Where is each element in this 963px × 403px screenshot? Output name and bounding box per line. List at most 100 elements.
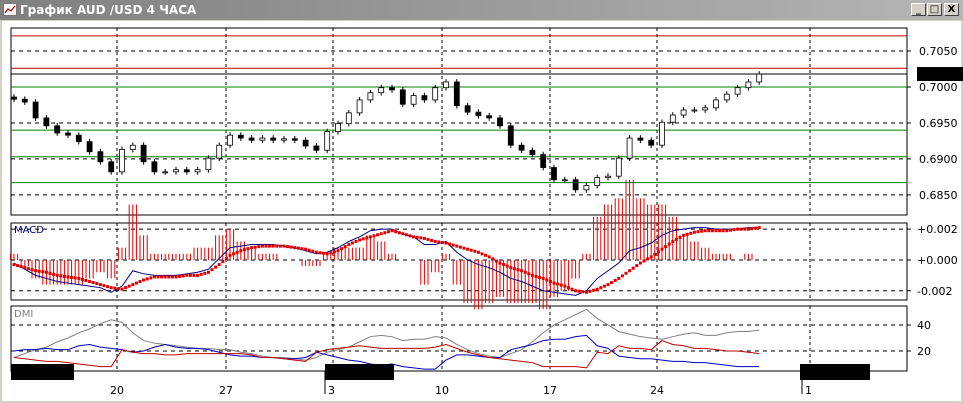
candle-body	[302, 139, 309, 147]
macd-signal-dot	[527, 272, 531, 276]
day-tick-label: 24	[650, 384, 664, 397]
macd-signal-dot	[379, 232, 383, 236]
macd-tick-label: +0.000	[917, 254, 958, 267]
candle-body	[281, 138, 287, 141]
macd-signal-dot	[124, 286, 128, 290]
candle-body	[702, 107, 709, 111]
macd-signal-dot	[570, 287, 574, 291]
macd-signal-dot	[224, 256, 228, 260]
macd-signal-dot	[700, 229, 704, 233]
day-tick-label: 20	[110, 384, 124, 397]
macd-signal-dot	[66, 275, 70, 279]
dmi-frame	[10, 305, 908, 372]
macd-signal-dot	[584, 290, 588, 294]
current-price-badge	[917, 67, 963, 82]
macd-signal-dot	[664, 245, 668, 249]
macd-signal-dot	[638, 261, 642, 265]
macd-signal-dot	[214, 265, 218, 269]
macd-signal-dot	[401, 232, 405, 236]
candle-body	[486, 115, 493, 119]
macd-signal-dot	[689, 231, 693, 235]
macd-signal-dot	[88, 280, 92, 284]
macd-signal-dot	[516, 268, 520, 272]
macd-signal-dot	[34, 269, 38, 273]
candle-body	[32, 101, 39, 119]
macd-label: MACD	[14, 225, 44, 236]
macd-signal-dot	[498, 261, 502, 265]
candle-body	[626, 137, 633, 159]
macd-frame	[10, 222, 908, 301]
macd-signal-dot	[62, 274, 66, 278]
macd-signal-dot	[646, 257, 650, 261]
macd-signal-dot	[473, 249, 477, 253]
macd-signal-dot	[134, 281, 138, 285]
candle-body	[540, 154, 547, 168]
month-label: Июнь 2019	[330, 366, 393, 379]
macd-signal-dot	[678, 235, 682, 239]
macd-signal-dot	[739, 227, 743, 231]
macd-tick-label: -0.002	[917, 285, 952, 298]
candle-body	[270, 137, 277, 141]
candle-body	[594, 177, 601, 186]
candle-body	[97, 151, 104, 163]
candle-body	[561, 179, 568, 182]
candle-body	[659, 121, 665, 146]
macd-signal-dot	[505, 264, 509, 268]
macd-signal-dot	[296, 246, 300, 250]
candle-body	[75, 134, 82, 143]
macd-tick-label: +0.002	[917, 223, 958, 236]
candle-body	[680, 109, 687, 116]
macd-signal-dot	[70, 275, 74, 279]
candle-body	[518, 144, 525, 151]
macd-signal-dot	[624, 271, 628, 275]
macd-signal-dot	[408, 234, 412, 238]
dmi-minus-di-line	[13, 340, 760, 369]
candle-body	[713, 99, 719, 109]
close-button[interactable]: X	[944, 3, 959, 16]
macd-signal-dot	[181, 274, 185, 278]
candle-body	[432, 87, 439, 101]
macd-signal-dot	[581, 290, 585, 294]
macd-signal-dot	[41, 270, 45, 274]
macd-signal-dot	[278, 244, 282, 248]
macd-signal-dot	[52, 272, 56, 276]
macd-signal-dot	[174, 275, 178, 279]
macd-signal-dot	[332, 250, 336, 254]
candle-body	[151, 161, 158, 173]
macd-signal-dot	[271, 244, 275, 248]
macd-signal-dot	[696, 230, 700, 234]
macd-signal-dot	[340, 247, 344, 251]
macd-signal-dot	[671, 239, 675, 243]
macd-signal-dot	[743, 227, 747, 231]
macd-signal-dot	[116, 287, 120, 291]
macd-signal-dot	[736, 227, 740, 231]
minimize-button[interactable]: _	[911, 3, 926, 16]
candle-body	[119, 149, 125, 173]
macd-signal-dot	[419, 236, 423, 240]
macd-signal-dot	[520, 269, 524, 273]
macd-signal-dot	[631, 266, 635, 270]
macd-signal-dot	[23, 266, 27, 270]
month-label-box	[800, 364, 870, 380]
macd-signal-dot	[149, 276, 153, 280]
dmi-adx-line	[13, 308, 760, 361]
macd-signal-dot	[12, 263, 16, 267]
maximize-button[interactable]: □	[927, 3, 942, 16]
candle-body	[475, 111, 482, 117]
candle-body	[43, 117, 50, 127]
macd-signal-dot	[660, 247, 664, 251]
macd-signal-dot	[563, 284, 567, 288]
dmi-tick-label: 40	[917, 319, 931, 332]
candle-body	[572, 179, 579, 191]
macd-signal-dot	[440, 241, 444, 245]
macd-signal-dot	[577, 289, 581, 293]
current-price-label: 0.7018	[919, 68, 958, 81]
macd-signal-dot	[602, 284, 606, 288]
macd-signal-dot	[253, 245, 257, 249]
candle-body	[173, 169, 179, 173]
macd-signal-dot	[246, 247, 250, 251]
macd-signal-dot	[368, 235, 372, 239]
macd-signal-dot	[48, 271, 52, 275]
macd-signal-dot	[397, 231, 401, 235]
